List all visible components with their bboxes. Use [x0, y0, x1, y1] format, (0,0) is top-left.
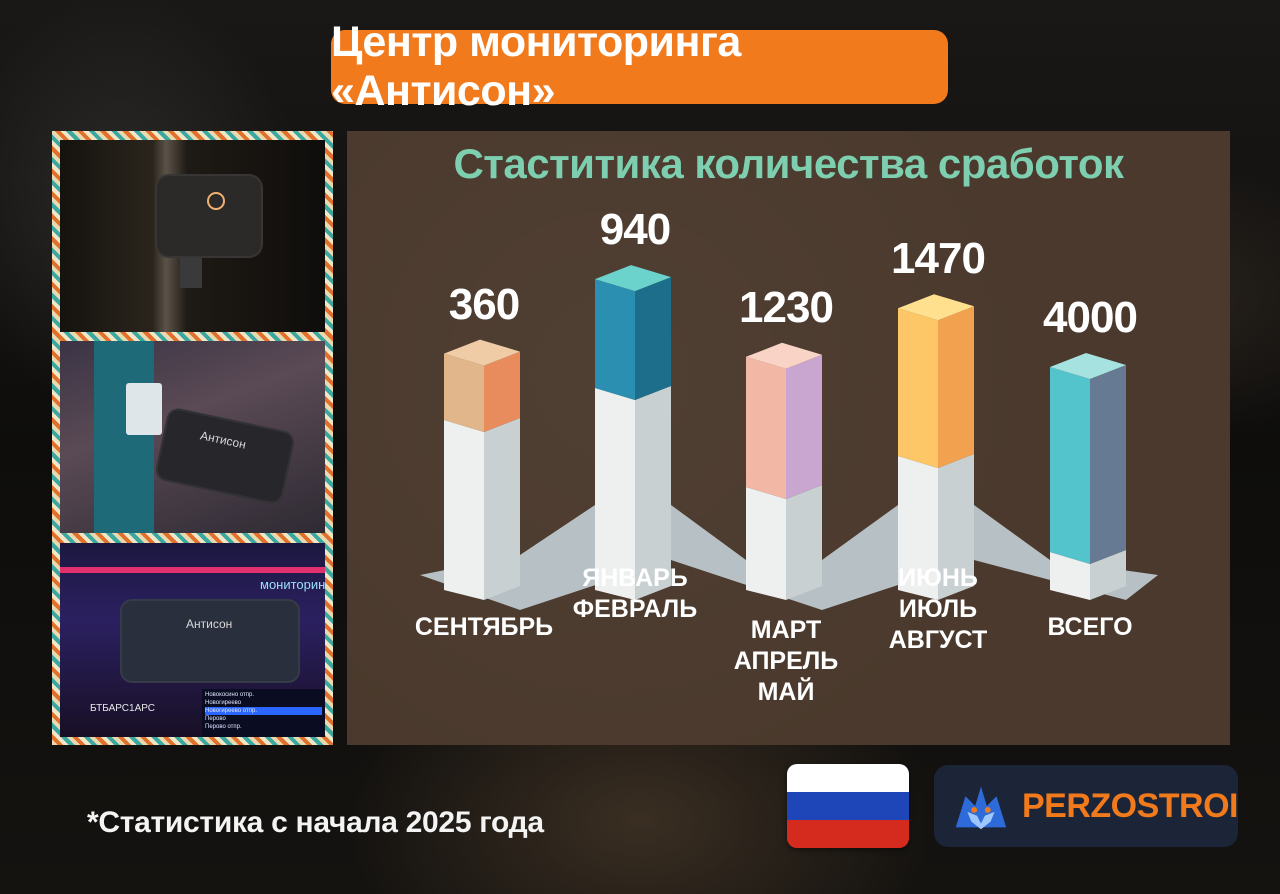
bar-front	[444, 353, 484, 432]
brand-logo: PERZOSTROI	[934, 765, 1239, 847]
footnote: *Статистика с начала 2025 года	[87, 806, 544, 839]
logo-text: PERZOSTROI	[1021, 786, 1239, 825]
panel-device-brand: Антисон	[186, 617, 233, 631]
bar-side	[938, 306, 974, 468]
bar-front	[898, 308, 938, 468]
pedestal-front	[444, 420, 484, 600]
value-label: 940	[599, 205, 671, 255]
pedestal-front	[898, 456, 938, 600]
category-label: МАРТ АПРЕЛЬ МАЙ	[733, 616, 839, 706]
value-label: 1470	[891, 234, 986, 284]
value-label: 4000	[1043, 293, 1138, 342]
screen-row: Новокосино отпр.	[205, 692, 255, 698]
screen-row: Перово	[205, 716, 226, 722]
pedestal-side	[786, 485, 822, 600]
bar-side	[786, 354, 822, 499]
cab-small-screen	[126, 383, 162, 435]
panther-icon	[955, 786, 1007, 830]
photo-device-panel: мониторинг Антисон БТБАРС1АРС Новокосино…	[60, 543, 325, 737]
bar-side	[484, 351, 520, 432]
panel-text: БТБАРС1АРС	[90, 703, 156, 714]
device-bracket	[180, 258, 202, 288]
pedestal-side	[635, 386, 671, 600]
flag-stripe-blue	[787, 792, 909, 820]
bar-top	[444, 339, 520, 366]
russia-flag	[787, 764, 909, 848]
bar-top	[1050, 353, 1126, 379]
bar-front	[1050, 367, 1090, 564]
category-label: ВСЕГО	[1047, 613, 1133, 641]
bar-front	[595, 279, 635, 400]
bar-front	[746, 356, 786, 499]
flag-stripe-white	[787, 764, 909, 792]
pedestal-front	[1050, 552, 1090, 600]
bar-top	[595, 265, 671, 292]
cab-pillar	[94, 341, 154, 533]
category-label: ЯНВАРЬ ФЕВРАЛЬ	[572, 564, 698, 623]
category-label: ИЮНЬ ИЮЛЬ АВГУСТ	[888, 564, 988, 654]
header-title: Центр мониторинга «Антисон»	[331, 18, 948, 115]
screen-row: Перово отпр.	[205, 724, 242, 730]
screen-row-selected: Новогиреево отпр.	[205, 707, 322, 715]
pedestal-front	[595, 388, 635, 600]
value-label: 360	[448, 279, 520, 329]
category-label: СЕНТЯБРЬ	[414, 613, 554, 641]
bar-top	[898, 294, 974, 321]
photo-device-mounted	[60, 140, 325, 332]
pedestal-side	[1090, 550, 1126, 600]
device-logo-dot	[207, 192, 225, 210]
pedestal-side	[938, 454, 974, 600]
pedestal-side	[484, 418, 520, 600]
bar-top	[746, 342, 822, 369]
neon-strip	[60, 567, 325, 573]
flag-stripe-red	[787, 820, 909, 848]
chart-title: Стаститика количества сработок	[453, 140, 1124, 187]
bar-side	[1090, 365, 1126, 564]
station-screen: Новокосино отпр. Новогиреево Новогиреево…	[202, 689, 325, 737]
sign-text: мониторинг	[260, 577, 325, 592]
screen-row: Новогиреево	[205, 700, 242, 706]
photo-collage: Антисон мониторинг Антисон БТБАРС1АРС Но…	[52, 131, 333, 745]
photo-device-cab: Антисон	[60, 341, 325, 533]
device-on-panel	[120, 599, 300, 683]
value-label: 1230	[739, 282, 834, 332]
bar-side	[635, 277, 671, 400]
device-camera	[155, 174, 263, 258]
pedestal-front	[746, 487, 786, 600]
